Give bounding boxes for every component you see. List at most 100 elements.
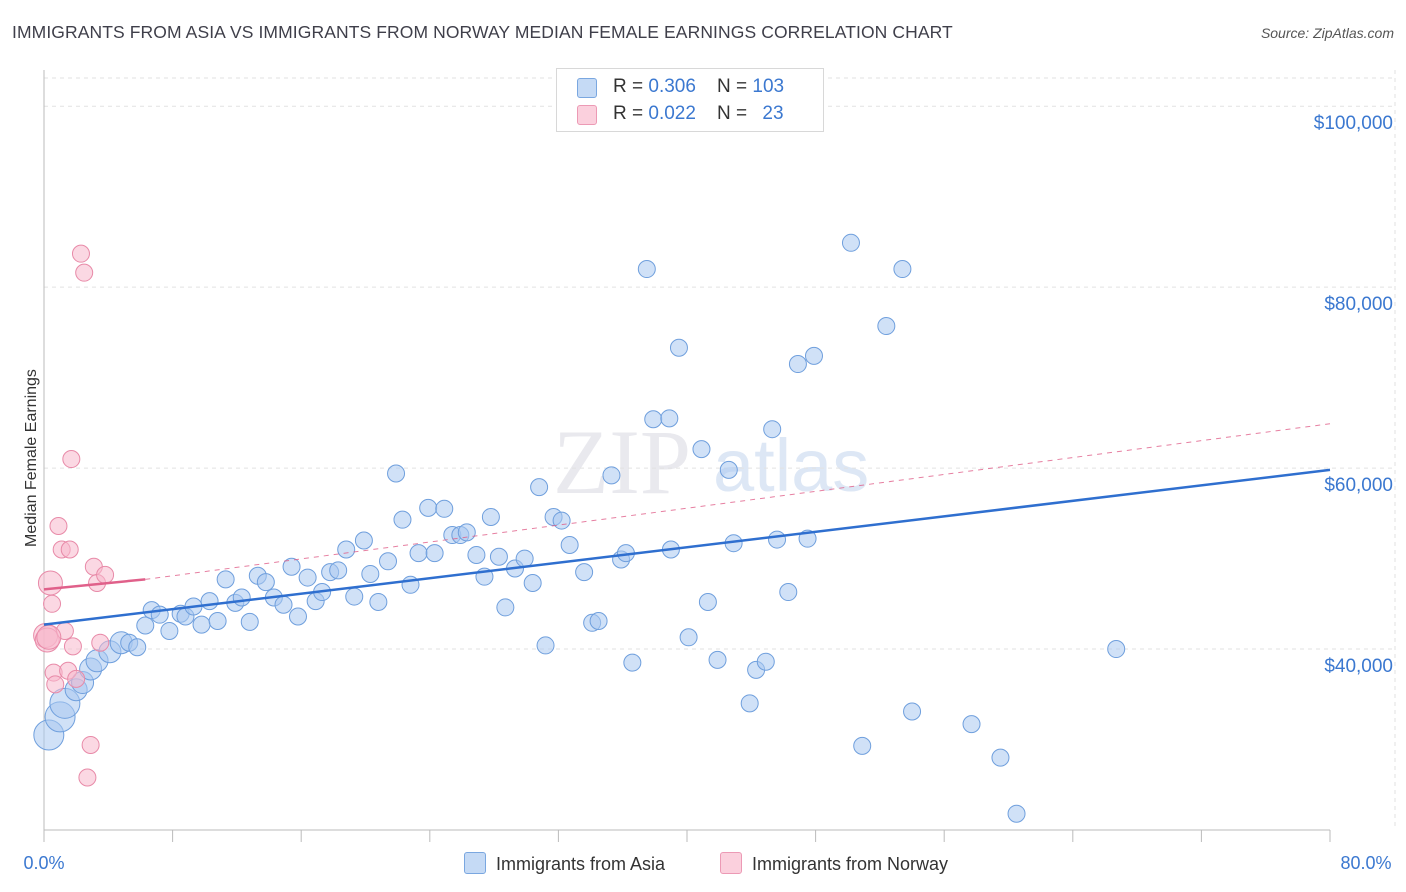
asia-point	[467, 545, 486, 564]
asia-point	[345, 587, 364, 606]
asia-point	[719, 460, 738, 479]
legend-r-value-norway: 0.022	[648, 103, 696, 124]
asia-point	[369, 593, 388, 611]
y-tick-label: $40,000	[1324, 656, 1393, 677]
asia-point	[756, 652, 775, 671]
axis-labels: $40,000 $60,000 $80,000 $100,000 0.0% 80.0% Me…	[23, 113, 1393, 873]
asia-point	[637, 260, 656, 279]
norway-point	[63, 637, 82, 656]
asia-point	[768, 530, 787, 549]
x-tick-label-min: 0.0%	[23, 853, 64, 873]
bottom-legend-asia: Immigrants from Asia	[464, 852, 665, 875]
asia-point	[232, 588, 251, 607]
source-credit: Source: ZipAtlas.com	[1260, 25, 1394, 41]
legend-r-label: R =	[613, 76, 649, 97]
norway-point	[96, 565, 115, 584]
asia-point	[523, 574, 542, 592]
norway-point	[60, 540, 79, 559]
chart-title: IMMIGRANTS FROM ASIA VS IMMIGRANTS FROM …	[12, 22, 953, 42]
asia-point	[708, 650, 727, 669]
bottom-legend-norway: Immigrants from Norway	[720, 852, 948, 875]
asia-point	[419, 498, 438, 517]
asia-point	[393, 510, 412, 529]
asia-point	[354, 531, 373, 550]
asia-point	[457, 523, 476, 542]
norway-trend-line	[43, 578, 146, 591]
legend-n-label: N =	[717, 103, 753, 124]
asia-point	[962, 715, 981, 734]
legend-n-value-norway: 23	[762, 103, 784, 124]
asia-point	[329, 561, 348, 580]
asia-point	[435, 499, 454, 518]
asia-point	[644, 410, 663, 429]
asia-point	[779, 583, 798, 602]
norway-point	[43, 594, 62, 613]
y-axis-title: Median Female Earnings	[23, 369, 40, 547]
asia-point	[589, 612, 608, 630]
asia-point	[552, 511, 571, 530]
asia-point	[216, 570, 235, 589]
asia-point	[763, 420, 782, 439]
asia-point	[841, 233, 860, 252]
watermark-zip: ZIP	[553, 411, 691, 513]
asia-point	[1007, 804, 1026, 823]
correlation-legend: R = 0.306 N = 103 R = 0.022 N = 23	[556, 68, 824, 132]
asia-point	[160, 621, 179, 640]
asia-point	[515, 549, 534, 568]
x-tick-label-max: 80.0%	[1340, 853, 1391, 873]
legend-row-asia: R = 0.306 N = 103	[577, 75, 784, 99]
legend-n-label: N =	[717, 76, 753, 97]
norway-point	[75, 263, 94, 282]
asia-point	[496, 598, 515, 617]
asia-point	[489, 547, 508, 566]
asia-point	[361, 564, 380, 583]
asia-point	[200, 592, 219, 611]
asia-point	[740, 694, 759, 713]
asia-trend-line	[43, 468, 1331, 626]
asia-legend-swatch	[464, 852, 486, 874]
asia-point	[150, 605, 169, 624]
asia-point	[602, 466, 621, 485]
asia-point	[575, 563, 594, 582]
asia-swatch	[577, 78, 597, 98]
asia-point	[208, 612, 227, 630]
asia-point	[425, 544, 444, 563]
norway-point	[71, 244, 90, 263]
trend-lines	[43, 423, 1331, 626]
asia-point	[240, 612, 259, 631]
norway-point	[36, 624, 62, 650]
asia-legend-label: Immigrants from Asia	[496, 854, 666, 874]
asia-point	[536, 636, 555, 655]
asia-point	[669, 338, 688, 357]
legend-r-label: R =	[613, 103, 649, 124]
norway-legend-label: Immigrants from Norway	[752, 854, 949, 874]
asia-point	[698, 593, 717, 611]
y-tick-label: $60,000	[1324, 475, 1393, 496]
norway-point	[67, 669, 86, 688]
asia-point	[136, 616, 155, 635]
asia-point	[788, 355, 807, 374]
asia-point	[903, 702, 922, 721]
norway-point	[91, 633, 110, 652]
asia-point	[853, 736, 872, 755]
legend-r-value-asia: 0.306	[648, 76, 696, 97]
asia-point	[192, 615, 211, 634]
norway-point	[46, 675, 65, 694]
legend-n-value-asia: 103	[752, 76, 785, 97]
asia-point	[877, 317, 896, 336]
asia-point	[560, 536, 579, 554]
asia-point	[387, 464, 406, 483]
axes	[43, 70, 1331, 842]
asia-point	[481, 507, 500, 526]
asia-point	[379, 552, 398, 571]
asia-point	[692, 440, 711, 459]
norway-point	[78, 768, 97, 787]
norway-legend-swatch	[720, 852, 742, 874]
norway-swatch	[577, 105, 597, 125]
asia-point	[660, 409, 679, 428]
asia-point	[256, 573, 275, 592]
watermark-atlas: atlas	[713, 424, 869, 507]
asia-point	[623, 653, 642, 672]
asia-point	[288, 607, 307, 626]
y-tick-label: $80,000	[1324, 294, 1393, 315]
